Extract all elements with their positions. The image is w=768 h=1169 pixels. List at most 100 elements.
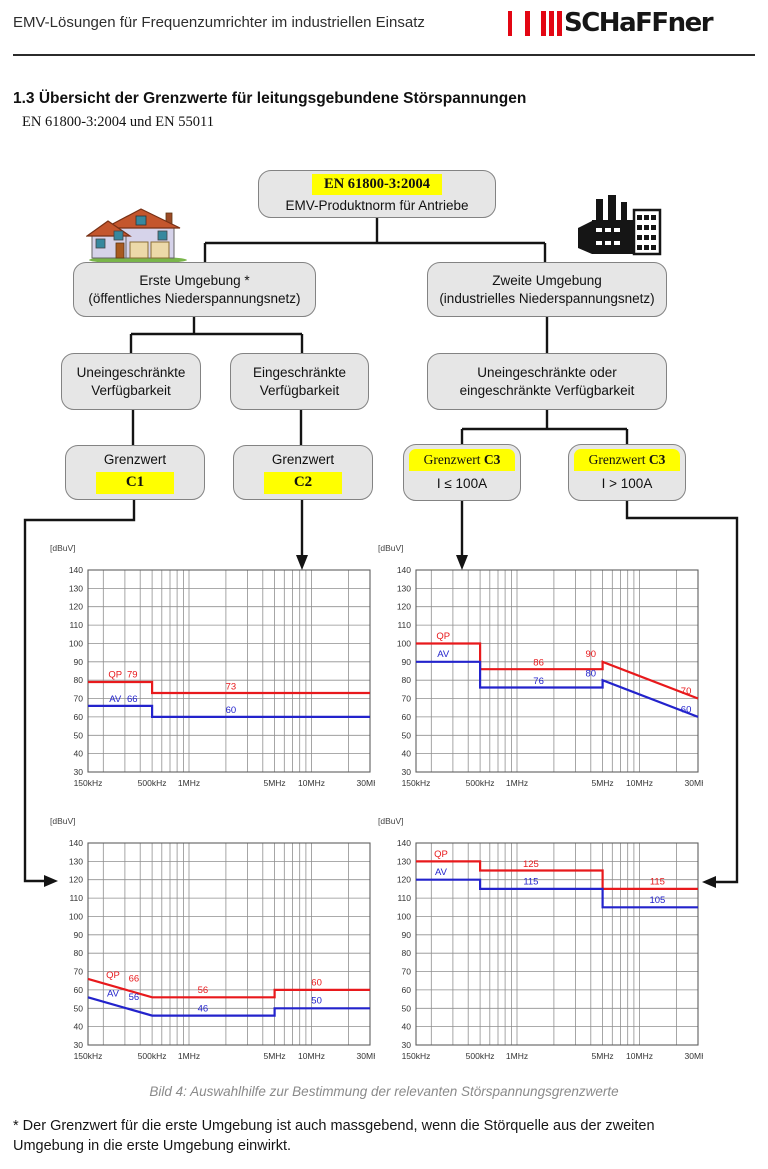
svg-text:130: 130	[397, 583, 411, 593]
svg-text:140: 140	[69, 838, 83, 848]
section-heading: 1.3 Übersicht der Grenzwerte für leitung…	[13, 90, 527, 107]
svg-text:140: 140	[69, 565, 83, 575]
svg-text:120: 120	[397, 875, 411, 885]
figure-caption: Bild 4: Auswahlhilfe zur Bestimmung der …	[149, 1084, 619, 1099]
svg-text:50: 50	[311, 996, 322, 1007]
svg-text:60: 60	[74, 712, 84, 722]
svg-text:QP: QP	[434, 849, 448, 860]
svg-text:76: 76	[533, 676, 544, 687]
erste-line2: (öffentliches Niederspannungsnetz)	[88, 290, 301, 306]
chart-bottom-left: [dBuV] 30 40 50 60 70 80 90 100 110 120 130 140 150kH…	[40, 808, 383, 1063]
svg-text:86: 86	[533, 658, 544, 669]
svg-text:30MHz: 30MHz	[357, 1051, 375, 1061]
svg-text:100: 100	[397, 912, 411, 922]
svg-text:110: 110	[69, 893, 83, 903]
flowchart-node-grenzwert-c1: Grenzwert C1	[65, 445, 205, 500]
svg-text:QP: QP	[106, 970, 120, 981]
document-header-title: EMV-Lösungen für Frequenzumrichter im in…	[13, 14, 425, 31]
svg-text:100: 100	[69, 639, 83, 649]
svg-text:60: 60	[681, 704, 692, 715]
svg-text:150kHz: 150kHz	[402, 1051, 431, 1061]
header-divider	[13, 54, 755, 56]
svg-text:60: 60	[74, 985, 84, 995]
svg-text:80: 80	[74, 948, 84, 958]
svg-text:5MHz: 5MHz	[263, 778, 285, 788]
either-line2: eingeschränkte Verfügbarkeit	[459, 382, 635, 398]
svg-text:30MHz: 30MHz	[685, 778, 703, 788]
c3b-badge: Grenzwert C3	[574, 449, 680, 471]
svg-text:1MHz: 1MHz	[178, 778, 200, 788]
svg-text:130: 130	[397, 856, 411, 866]
unrestricted-line1: Uneingeschränkte	[76, 364, 186, 380]
erste-line1: Erste Umgebung *	[139, 272, 250, 288]
svg-text:30: 30	[402, 767, 412, 777]
svg-text:80: 80	[402, 948, 412, 958]
svg-text:90: 90	[402, 657, 412, 667]
svg-text:40: 40	[74, 749, 84, 759]
svg-text:60: 60	[402, 712, 412, 722]
flowchart-node-grenzwert-c2: Grenzwert C2	[233, 445, 373, 500]
svg-text:10MHz: 10MHz	[626, 778, 653, 788]
norm-badge: EN 61800-3:2004	[312, 173, 442, 195]
svg-text:125: 125	[523, 859, 539, 870]
svg-text:90: 90	[74, 657, 84, 667]
schaffner-logo: SCHaFFner	[508, 8, 714, 38]
svg-text:80: 80	[586, 669, 597, 680]
c3a-label: I ≤ 100A	[436, 475, 488, 491]
svg-text:QP: QP	[436, 631, 450, 642]
svg-text:30MHz: 30MHz	[685, 1051, 703, 1061]
zweite-line2: (industrielles Niederspannungsnetz)	[439, 290, 655, 306]
limit-chart-svg: [dBuV] 30 40 50 60 70 80 90 100 110 120 130 140 150kH…	[378, 816, 711, 1061]
svg-text:66: 66	[127, 694, 138, 705]
svg-text:[dBuV]: [dBuV]	[50, 816, 76, 826]
svg-text:110: 110	[397, 893, 411, 903]
either-line1: Uneingeschränkte oder	[477, 364, 617, 380]
svg-text:5MHz: 5MHz	[591, 778, 613, 788]
svg-text:40: 40	[402, 1022, 412, 1032]
svg-text:50: 50	[74, 730, 84, 740]
limit-chart-svg: [dBuV] 30 40 50 60 70 80 90 100 110 120 130 140 150kH…	[50, 816, 383, 1061]
svg-text:100: 100	[397, 639, 411, 649]
svg-text:90: 90	[402, 930, 412, 940]
svg-text:AV: AV	[437, 649, 450, 660]
svg-text:1MHz: 1MHz	[506, 1051, 528, 1061]
svg-text:[dBuV]: [dBuV]	[378, 816, 404, 826]
svg-text:70: 70	[681, 686, 692, 697]
svg-text:130: 130	[69, 583, 83, 593]
svg-text:100: 100	[69, 912, 83, 922]
svg-text:110: 110	[397, 620, 411, 630]
svg-text:10MHz: 10MHz	[298, 1051, 325, 1061]
flowchart-node-erste-umgebung: Erste Umgebung * (öffentliches Niederspa…	[73, 262, 316, 317]
restricted-line2: Verfügbarkeit	[259, 382, 340, 398]
restricted-line1: Eingeschränkte	[252, 364, 347, 380]
factory-icon	[578, 195, 662, 256]
svg-text:50: 50	[402, 1003, 412, 1013]
flowchart-node-either-availability: Uneingeschränkte oder eingeschränkte Ver…	[427, 353, 667, 410]
logo-text: SCHaFFner	[564, 8, 714, 38]
c1-badge: C1	[96, 472, 174, 494]
svg-text:40: 40	[74, 1022, 84, 1032]
svg-text:105: 105	[649, 895, 665, 906]
zweite-line1: Zweite Umgebung	[492, 272, 602, 288]
c1-label: Grenzwert	[103, 452, 167, 468]
svg-text:500kHz: 500kHz	[466, 1051, 495, 1061]
svg-text:AV: AV	[107, 988, 120, 999]
c2-badge: C2	[264, 472, 342, 494]
svg-text:79: 79	[127, 669, 138, 680]
svg-text:10MHz: 10MHz	[626, 1051, 653, 1061]
footnote: * Der Grenzwert für die erste Umgebung i…	[13, 1118, 655, 1155]
svg-text:500kHz: 500kHz	[466, 778, 495, 788]
svg-text:90: 90	[586, 649, 597, 660]
limit-chart-svg: [dBuV] 30 40 50 60 70 80 90 100 110 120 130 140 150kH…	[378, 543, 711, 788]
flowchart-node-norm: EN 61800-3:2004 EMV-Produktnorm für Antr…	[258, 170, 496, 218]
svg-text:115: 115	[523, 877, 538, 888]
svg-text:90: 90	[74, 930, 84, 940]
svg-text:1MHz: 1MHz	[178, 1051, 200, 1061]
svg-text:120: 120	[397, 602, 411, 612]
flowchart-node-grenzwert-c3-gt100: Grenzwert C3 I > 100A	[568, 444, 686, 501]
svg-text:150kHz: 150kHz	[402, 778, 431, 788]
flowchart-node-zweite-umgebung: Zweite Umgebung (industrielles Niederspa…	[427, 262, 667, 317]
svg-text:66: 66	[129, 974, 140, 985]
svg-text:5MHz: 5MHz	[263, 1051, 285, 1061]
svg-text:30: 30	[74, 1040, 84, 1050]
